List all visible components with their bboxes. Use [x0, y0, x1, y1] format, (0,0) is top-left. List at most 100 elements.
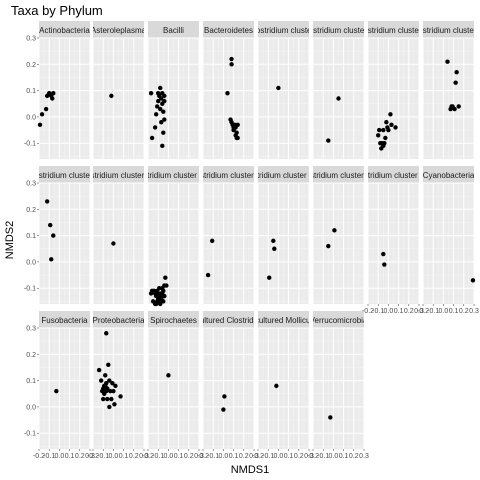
data-point [164, 283, 169, 288]
data-point [158, 106, 163, 112]
facet-strip [258, 21, 309, 38]
data-point [149, 135, 155, 141]
data-point [163, 275, 168, 280]
data-point [272, 246, 277, 251]
facet-strip-label: Cyanobacteria [423, 171, 475, 180]
facet-strip-label: Clostridium cluster XVI [188, 171, 269, 180]
facet-panel: Asteroleplasma [92, 21, 145, 159]
data-point [54, 388, 59, 394]
facet-strip [313, 21, 364, 38]
facet-strip [368, 21, 419, 38]
x-tick-label: -0.1 [207, 453, 219, 460]
x-tick-label: -0.2 [417, 308, 429, 315]
x-tick-label: -0.1 [262, 453, 274, 460]
facet-panel: Bacilli [147, 21, 200, 159]
y-tick-label: 0.0 [26, 404, 36, 411]
x-tick-label: 0.1 [229, 453, 239, 460]
y-tick-label: -0.1 [24, 141, 36, 148]
data-point [159, 96, 164, 101]
data-point [386, 127, 391, 133]
data-point [112, 402, 117, 407]
data-point [221, 407, 226, 412]
facet-panel: Clostridium cluster I [248, 21, 318, 159]
facet-strip [258, 166, 309, 183]
facet-strip-label: Bacteroidetes [204, 26, 253, 35]
facet-strip-label: Clostridium cluster XXII [352, 171, 435, 180]
data-point [158, 85, 163, 91]
facet-strip-label: Bacilli [163, 26, 184, 35]
y-tick-label: 0.0 [26, 114, 36, 121]
facet-strip-label: Clostridium cluster XI [27, 171, 103, 180]
x-tick-label: 0.3 [304, 453, 314, 460]
data-point [111, 388, 116, 394]
x-tick-label: -0.2 [87, 453, 99, 460]
facet-strip [203, 21, 254, 38]
data-point [157, 286, 162, 291]
facet-panel: uncultured Clostridiales-0.2-0.1 0.0 0.1 0.… [197, 311, 259, 460]
facet-strip [423, 21, 474, 38]
data-point [118, 394, 123, 399]
data-point [162, 93, 167, 99]
facet-strip [368, 166, 419, 183]
x-tick-label: 0.1 [339, 453, 349, 460]
data-point [166, 373, 171, 378]
data-point [101, 396, 106, 402]
facet-strip-label: Clostridium cluster I [248, 26, 318, 35]
data-point [229, 56, 234, 62]
facet-panel: Fusobacteria-0.10.00.10.20.3-0.2-0.1 0.0 0… [24, 311, 95, 460]
facet-panel: Clostridium cluster XVI [188, 166, 269, 304]
x-tick-label: 0.1 [449, 308, 459, 315]
x-tick-label: -0.1 [97, 453, 109, 460]
data-point [104, 331, 109, 336]
facet-panel: Cyanobacteria-0.2-0.1 0.0 0.1 0.2 0.3 [417, 166, 479, 315]
x-tick-label: -0.2 [197, 453, 209, 460]
x-tick-label: -0.2 [307, 453, 319, 460]
facet-strip-label: uncultured Mollicutes [246, 316, 321, 325]
data-point [393, 125, 398, 130]
facet-strip [258, 311, 309, 328]
data-point [51, 91, 56, 96]
facet-strip [93, 21, 144, 38]
x-tick-label: 0.3 [414, 308, 424, 315]
x-tick-label: 0.1 [65, 453, 75, 460]
data-point [48, 222, 53, 228]
x-tick-label: -0.1 [427, 308, 439, 315]
x-axis-title: NMDS1 [231, 464, 270, 476]
data-point [234, 130, 239, 135]
x-tick-label: 0.3 [249, 453, 259, 460]
x-tick-label: 0.2 [239, 453, 249, 460]
data-point [113, 383, 118, 389]
facet-panel: Clostridium cluster III [312, 21, 365, 159]
data-point [377, 127, 382, 133]
x-tick-label: 0.3 [469, 308, 479, 315]
data-point [382, 262, 387, 267]
data-point [388, 112, 393, 117]
x-tick-label: -0.1 [317, 453, 329, 460]
facet-strip [39, 166, 90, 183]
x-tick-label: 0.0 [219, 453, 229, 460]
data-point [209, 238, 215, 244]
x-tick-label: -0.1 [152, 453, 164, 460]
y-tick-label: 0.1 [26, 88, 36, 95]
data-point [51, 233, 56, 238]
facet-grid: Actinobacteria-0.10.00.10.20.3Asterolepl… [24, 21, 480, 460]
data-point [454, 69, 459, 75]
data-point [162, 98, 167, 104]
facet-strip-label: Clostridium cluster XIII [78, 171, 158, 180]
data-point [271, 238, 276, 244]
facet-strip-label: Clostridium cluster IX [411, 26, 480, 35]
x-tick-label: -0.2 [362, 308, 374, 315]
data-point [235, 122, 240, 128]
x-tick-label: 0.3 [359, 453, 369, 460]
x-tick-label: 0.2 [459, 308, 469, 315]
data-point [376, 133, 381, 138]
facet-strip [39, 311, 90, 328]
data-point [111, 241, 116, 246]
data-point [378, 141, 383, 146]
data-point [161, 130, 166, 135]
facet-strip-label: Fusobacteria [41, 316, 88, 325]
data-point [328, 415, 333, 420]
data-point [107, 404, 112, 410]
x-tick-label: -0.1 [43, 453, 55, 460]
